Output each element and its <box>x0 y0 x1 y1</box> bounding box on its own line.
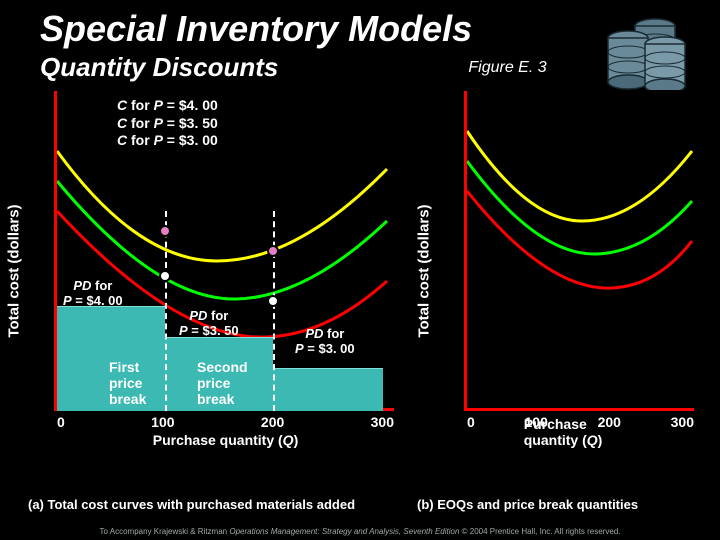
chart-a-plot: C for P = $4. 00 C for P = $3. 50 C for … <box>54 91 394 411</box>
chart-a-xticks: 0 100 200 300 <box>57 414 394 430</box>
marker-dot <box>159 225 171 237</box>
subtitle: Quantity Discounts <box>40 52 278 83</box>
xtick: 200 <box>261 414 284 430</box>
charts-row: Total cost (dollars) C for P = $4. 00 C … <box>0 91 720 451</box>
figure-label: Figure E. 3 <box>468 59 546 77</box>
curve-c300b <box>467 191 692 288</box>
xtick: 0 <box>467 414 475 430</box>
caption-a: (a) Total cost curves with purchased mat… <box>28 497 355 512</box>
price-break-label: Secondpricebreak <box>197 359 248 407</box>
database-barrel-icon <box>600 10 690 95</box>
xtick: 300 <box>671 414 694 430</box>
xlabel-suf2: ) <box>598 432 603 448</box>
xlabel-pre: Purchase quantity ( <box>153 432 283 448</box>
caption-row: (a) Total cost curves with purchased mat… <box>0 497 720 512</box>
chart-b-panel: Total cost (dollars) 0 100 200 300 Purch… <box>428 91 708 451</box>
chart-b-svg <box>467 91 697 411</box>
chart-a-xlabel: Purchase quantity (Q) <box>153 432 298 448</box>
xtick: 300 <box>371 414 394 430</box>
xtick: 0 <box>57 414 65 430</box>
curve-c400 <box>57 151 387 261</box>
pd-label: PD forP = $3. 00 <box>295 327 355 357</box>
price-break-label: Firstpricebreak <box>109 359 146 407</box>
caption-b: (b) EOQs and price break quantities <box>417 497 638 512</box>
price-break-line <box>165 211 167 411</box>
footer-pre: To Accompany Krajewski & Ritzman <box>100 527 230 536</box>
marker-dot <box>267 295 279 307</box>
chart-b-xlabel: Purchase quantity (Q) <box>524 416 638 448</box>
chart-a-panel: Total cost (dollars) C for P = $4. 00 C … <box>18 91 418 451</box>
xlabel-pre2: Purchase quantity ( <box>524 416 587 448</box>
pd-label: PD forP = $3. 50 <box>179 309 239 339</box>
footer-italic: Operations Management: Strategy and Anal… <box>229 527 459 536</box>
chart-b-plot: 0 100 200 300 Purchase quantity (Q) <box>464 91 694 411</box>
footer: To Accompany Krajewski & Ritzman Operati… <box>0 527 720 536</box>
pd-region <box>273 368 383 411</box>
curve-c400b <box>467 131 692 221</box>
xlabel-suf: ) <box>294 432 299 448</box>
chart-b-ylabel: Total cost (dollars) <box>416 204 433 337</box>
xlabel-q: Q <box>283 432 294 448</box>
xtick: 100 <box>151 414 174 430</box>
marker-dot <box>267 245 279 257</box>
footer-suf: © 2004 Prentice Hall, Inc. All rights re… <box>459 527 620 536</box>
marker-dot <box>159 270 171 282</box>
xlabel-q2: Q <box>587 432 598 448</box>
chart-a-ylabel: Total cost (dollars) <box>6 204 23 337</box>
price-break-line <box>273 211 275 411</box>
pd-label: PD forP = $4. 00 <box>63 279 123 309</box>
